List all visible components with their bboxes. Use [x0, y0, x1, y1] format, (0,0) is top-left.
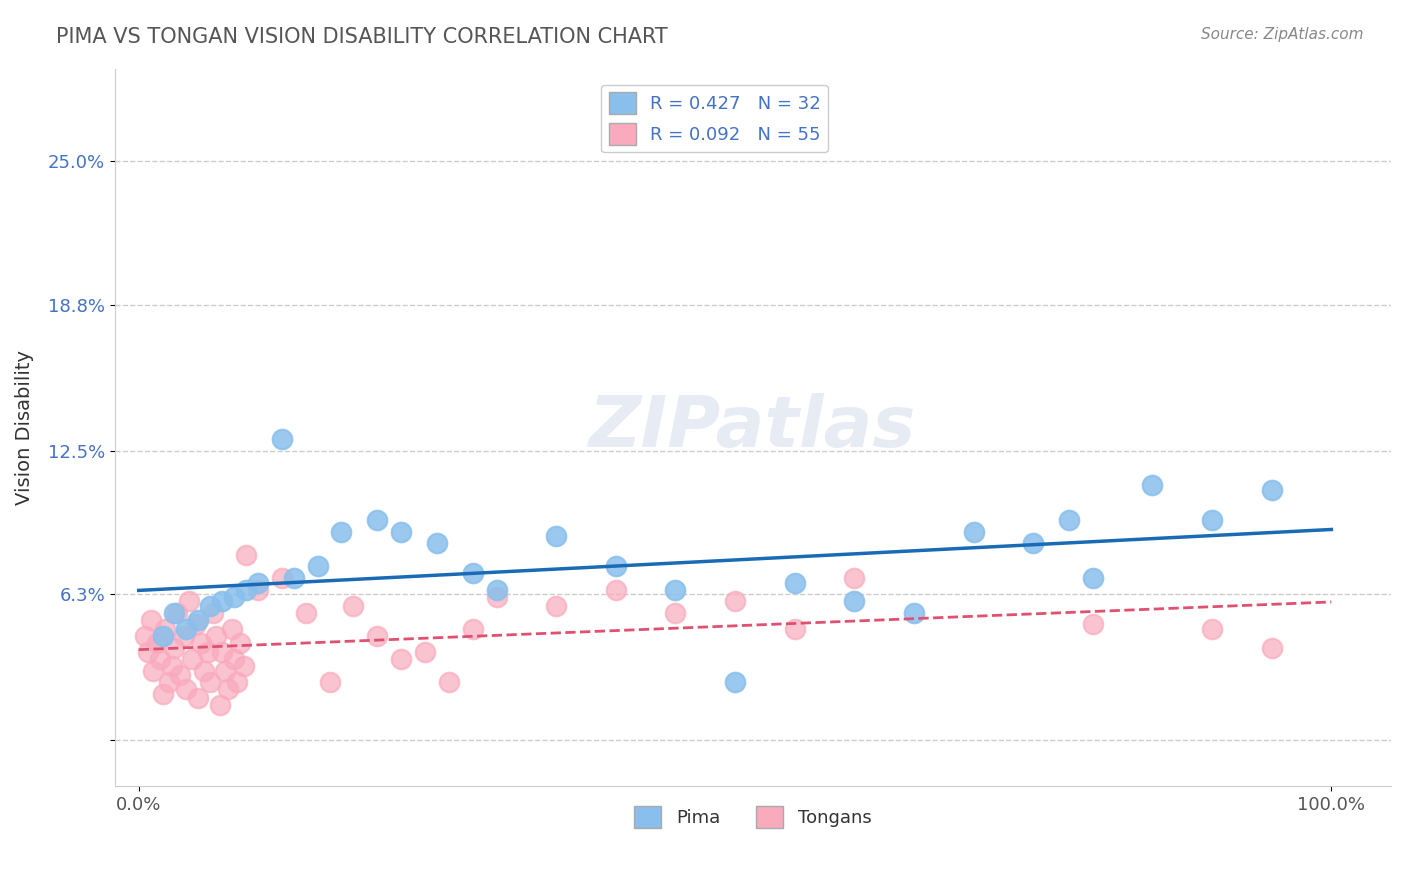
Point [437, 675, 460, 690]
Point [145, 636, 167, 650]
Point [139, 613, 162, 627]
Y-axis label: Vision Disability: Vision Disability [15, 350, 34, 505]
Point [389, 652, 412, 666]
Point [546, 529, 568, 543]
Point [208, 698, 231, 713]
Point [187, 613, 209, 627]
Point [307, 559, 329, 574]
Point [197, 645, 219, 659]
Point [903, 606, 925, 620]
Point [962, 524, 984, 539]
Point [1081, 617, 1104, 632]
Point [461, 622, 484, 636]
Point [177, 594, 200, 608]
Point [366, 513, 388, 527]
Point [783, 575, 806, 590]
Point [229, 636, 252, 650]
Point [184, 617, 207, 632]
Point [318, 675, 340, 690]
Point [173, 629, 195, 643]
Point [176, 622, 198, 636]
Point [1201, 513, 1223, 527]
Point [844, 594, 866, 608]
Point [157, 675, 180, 690]
Point [664, 606, 686, 620]
Point [546, 599, 568, 613]
Point [783, 622, 806, 636]
Point [200, 675, 222, 690]
Point [1261, 483, 1284, 497]
Point [605, 559, 627, 574]
Point [187, 691, 209, 706]
Point [1081, 571, 1104, 585]
Point [461, 566, 484, 581]
Point [235, 548, 257, 562]
Point [152, 629, 174, 643]
Point [270, 571, 292, 585]
Point [366, 629, 388, 643]
Point [225, 675, 247, 690]
Point [224, 652, 246, 666]
Point [1142, 478, 1164, 492]
Point [166, 606, 188, 620]
Point [270, 432, 292, 446]
Point [1057, 513, 1080, 527]
Point [217, 682, 239, 697]
Point [724, 594, 747, 608]
Point [330, 524, 353, 539]
Point [211, 594, 233, 608]
Point [283, 571, 305, 585]
Point [153, 622, 176, 636]
Point [200, 599, 222, 613]
Point [149, 652, 172, 666]
Point [485, 582, 508, 597]
Point [246, 582, 269, 597]
Point [136, 645, 159, 659]
Point [485, 590, 508, 604]
Point [1201, 622, 1223, 636]
Point [664, 582, 686, 597]
Point [163, 640, 186, 655]
Point [844, 571, 866, 585]
Point [193, 664, 215, 678]
Point [201, 606, 224, 620]
Text: PIMA VS TONGAN VISION DISABILITY CORRELATION CHART: PIMA VS TONGAN VISION DISABILITY CORRELA… [56, 27, 668, 46]
Point [605, 582, 627, 597]
Point [294, 606, 316, 620]
Point [389, 524, 412, 539]
Point [134, 629, 156, 643]
Point [163, 606, 186, 620]
Point [181, 652, 204, 666]
Point [342, 599, 364, 613]
Point [221, 622, 243, 636]
Point [142, 664, 165, 678]
Point [232, 659, 254, 673]
Point [152, 687, 174, 701]
Point [176, 682, 198, 697]
Point [235, 582, 257, 597]
Point [169, 668, 191, 682]
Point [211, 645, 233, 659]
Point [160, 659, 183, 673]
Point [246, 575, 269, 590]
Point [214, 664, 236, 678]
Point [1022, 536, 1045, 550]
Text: ZIPatlas: ZIPatlas [589, 393, 917, 462]
Point [205, 629, 228, 643]
Point [190, 636, 212, 650]
Point [413, 645, 436, 659]
Point [724, 675, 747, 690]
Legend: Pima, Tongans: Pima, Tongans [627, 798, 879, 835]
Text: Source: ZipAtlas.com: Source: ZipAtlas.com [1201, 27, 1364, 42]
Point [224, 590, 246, 604]
Point [1261, 640, 1284, 655]
Point [426, 536, 449, 550]
